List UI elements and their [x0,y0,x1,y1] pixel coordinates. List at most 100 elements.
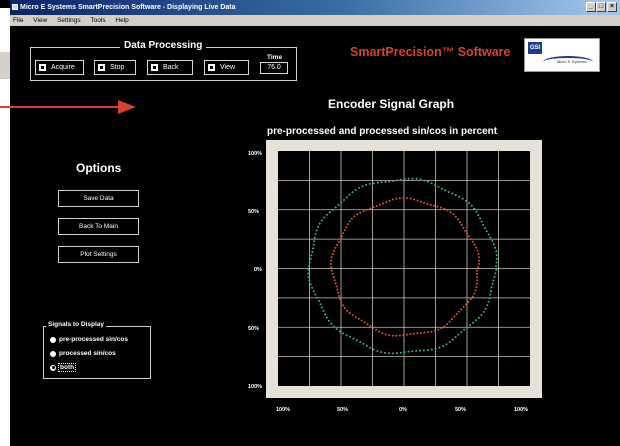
back-label: Back [163,64,179,71]
close-button[interactable]: × [607,2,617,12]
processed-point [477,263,480,265]
processed-point [359,211,362,214]
acquire-label: Acquire [51,64,75,71]
data-processing-title: Data Processing [120,40,207,51]
graph-subtitle: pre-processed and processed sin/cos in p… [267,126,498,137]
preprocessed-point [411,177,414,180]
view-icon [208,64,215,71]
preprocessed-point [307,272,310,275]
menu-settings[interactable]: Settings [57,17,81,24]
preprocessed-point [351,191,354,194]
processed-point [437,328,440,331]
preprocessed-point [312,243,315,246]
processed-point [478,256,480,259]
stop-label: Stop [110,64,125,71]
back-button[interactable]: Back [147,60,193,75]
preprocessed-point [361,185,364,188]
preprocessed-point [376,350,379,352]
menu-bar: File View Settings Tools Help [10,15,620,26]
preprocessed-point [445,343,448,346]
radio-icon [50,336,56,343]
preprocessed-point [493,275,496,278]
processed-point [340,235,343,238]
back-to-main-button[interactable]: Back To Main [58,218,139,235]
preprocessed-point [387,352,390,355]
processed-point [460,308,463,311]
preprocessed-point [354,189,357,191]
callout-arrow-line [0,106,120,108]
preprocessed-point [308,261,311,264]
preprocessed-point [323,216,326,219]
preprocessed-point [395,352,398,355]
radio-icon [50,350,56,357]
preprocessed-point [488,297,491,300]
preprocessed-point [369,346,372,349]
maximize-button[interactable]: □ [596,2,606,12]
processed-point [474,289,477,292]
preprocessed-point [338,330,341,333]
processed-point [337,291,340,294]
processed-point [348,312,351,315]
plot-settings-button[interactable]: Plot Settings [58,246,139,263]
preprocessed-point [407,350,410,353]
processed-point [340,301,343,304]
radio-both[interactable]: both [50,363,77,372]
processed-point [454,215,457,218]
preprocessed-point [311,286,314,289]
preprocessed-point [434,184,437,186]
processed-point [478,259,481,262]
preprocessed-point [348,193,351,196]
processed-point [385,201,388,204]
stop-button[interactable]: Stop [94,60,136,75]
processed-point [357,317,360,320]
logo-subtext: Micro E Systems [557,59,588,64]
processed-point [354,316,357,319]
page-edge-dark [0,0,10,8]
processed-point [378,203,381,206]
time-value: 76.0 [260,62,288,74]
preprocessed-point [489,293,492,296]
preprocessed-point [422,349,425,352]
radio-processed[interactable]: processed sin/cos [50,350,116,357]
processed-point [465,303,467,306]
preprocessed-point [311,250,314,253]
processed-point [346,223,349,226]
processed-point [372,206,375,209]
preprocessed-point [384,181,387,183]
preprocessed-point [489,290,492,292]
processed-point [476,276,478,279]
preprocessed-point [460,331,463,334]
processed-point [395,197,398,200]
radio-label: pre-processed sin/cos [59,336,128,343]
processed-point [433,329,436,332]
menu-file[interactable]: File [13,17,24,24]
preprocessed-point [470,204,473,207]
menu-help[interactable]: Help [115,17,129,24]
company-logo: GSI Micro E Systems [524,38,600,72]
acquire-button[interactable]: Acquire [35,60,84,75]
menu-tools[interactable]: Tools [90,17,106,24]
save-data-button[interactable]: Save Data [58,190,139,207]
radio-preprocessed[interactable]: pre-processed sin/cos [50,336,128,343]
radio-label: both [57,363,77,372]
processed-point [476,279,479,282]
processed-point [423,331,426,334]
time-label: Time [267,54,283,61]
processed-point [452,213,455,216]
preprocessed-point [494,246,497,249]
view-label: View [220,64,236,71]
processed-point [331,253,334,256]
preprocessed-point [328,211,331,214]
minimize-button[interactable]: _ [586,2,596,12]
menu-view[interactable]: View [33,17,48,24]
processed-point [339,238,342,241]
view-button[interactable]: View [204,60,249,75]
preprocessed-point [434,347,437,350]
preprocessed-point [403,178,406,181]
processed-point [471,295,474,298]
preprocessed-point [494,272,497,275]
y-tick-label: 0% [254,267,262,273]
preprocessed-point [314,233,317,235]
preprocessed-point [316,296,319,299]
preprocessed-point [310,254,313,257]
